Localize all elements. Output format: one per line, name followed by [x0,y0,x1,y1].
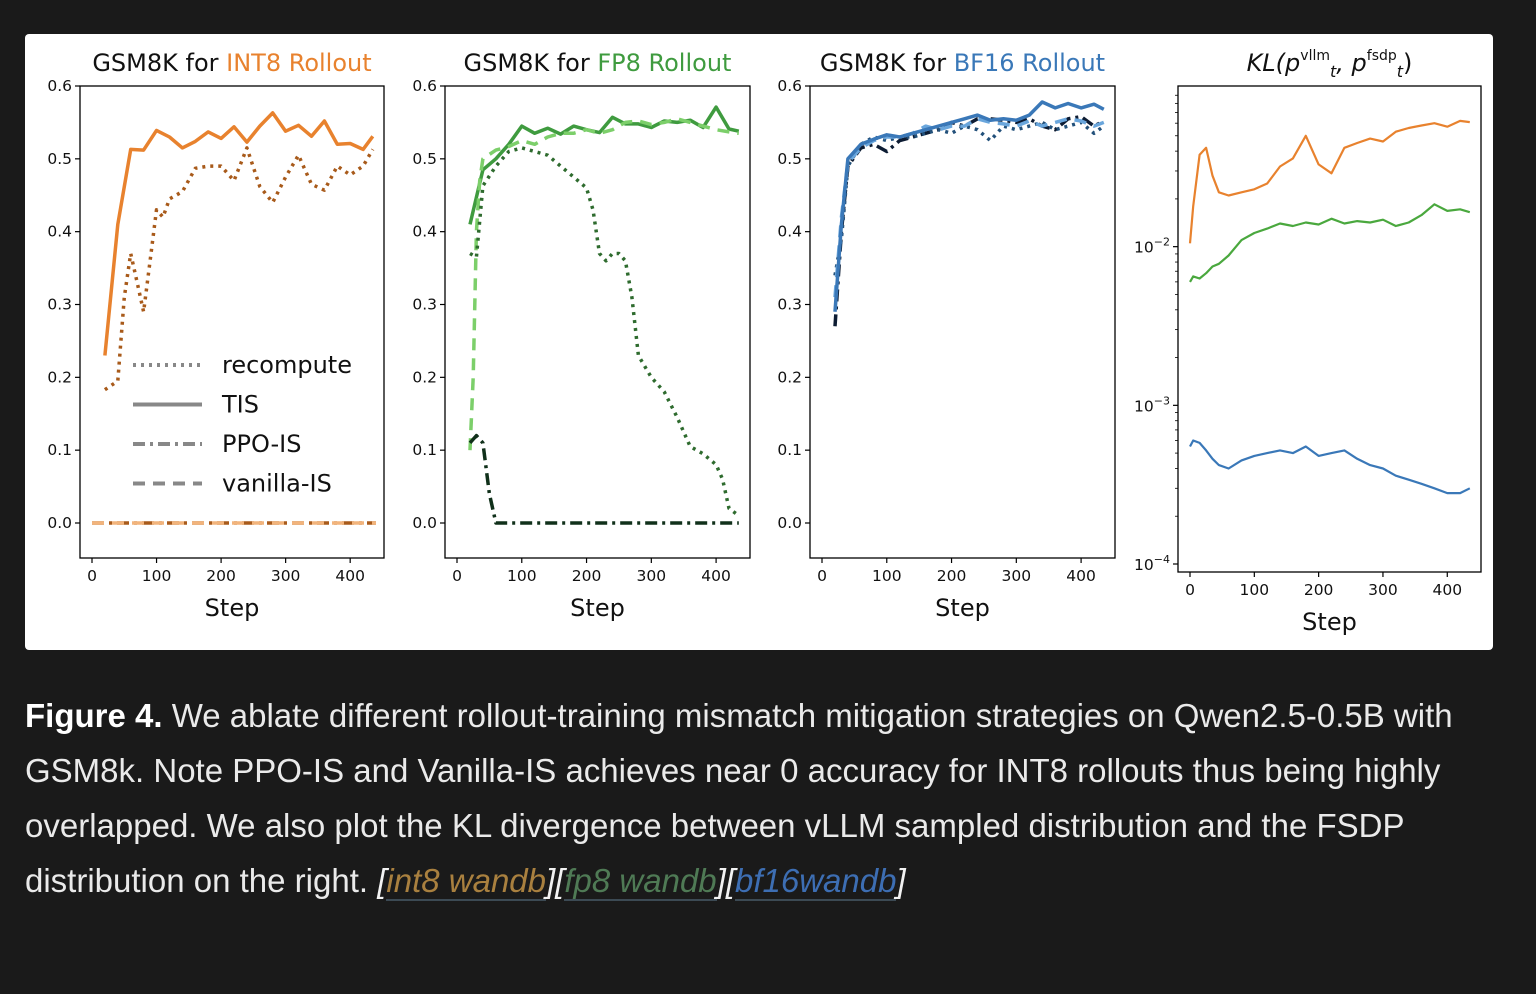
bf16-wandb-link[interactable]: bf16wandb [735,862,897,901]
y-tick-label: 0.4 [47,223,72,241]
y-tick-label: 0.3 [47,296,72,314]
y-tick-label: 0.3 [777,296,802,314]
x-tick-label: 100 [872,567,902,585]
x-tick-label: 200 [572,567,602,585]
figure-caption: Figure 4. We ablate different rollout-tr… [25,688,1485,908]
chart-fp8: 0 100 200 300 400 0.0 0.1 0.2 0.3 0.4 0.5 0.6 Step GS… [412,49,751,622]
series-line-vanilla-is [468,117,740,451]
y-tick-label: 10−3 [1134,394,1170,415]
y-tick-label: 0.3 [412,296,437,314]
x-tick-label: 400 [1066,567,1096,585]
y-tick-label: 0.1 [777,441,802,459]
x-tick-label: 100 [142,567,172,585]
x-tick-label: 300 [1002,567,1032,585]
series-line-recompute [103,146,375,392]
y-tick-label: 0.2 [47,368,72,386]
legend-label: TIS [221,391,259,419]
x-tick-label: 200 [206,567,236,585]
series-line-int8 [1188,119,1470,244]
figure-panel: 0 100 200 300 400 0.0 0.1 0.2 0.3 0.4 0.5 0.6 Step GS… [25,34,1493,650]
x-axis-label: Step [570,594,625,622]
y-tick-label: 0.5 [777,150,802,168]
bracket-between-1: ][ [546,862,565,899]
series-line-fp8 [1189,203,1471,283]
y-tick-label: 0.1 [47,441,72,459]
y-tick-label: 0.0 [777,514,802,532]
x-tick-label: 400 [335,567,365,585]
x-axis-label: Step [1302,608,1357,636]
axes-frame [809,85,1116,559]
series-line-ppo-is [468,433,739,525]
series-line-ppo-is [833,114,1105,327]
legend-label: vanilla-IS [222,470,332,498]
x-tick-label: 100 [507,567,537,585]
y-tick-label: 0.2 [412,368,437,386]
int8-wandb-link[interactable]: int8 wandb [386,862,547,901]
y-tick-label: 0.5 [47,150,72,168]
bracket-open: [ [377,862,387,899]
x-tick-label: 300 [637,567,667,585]
legend-label: recompute [222,351,352,379]
x-axis-label: Step [935,594,990,622]
x-tick-label: 300 [271,567,301,585]
x-tick-label: 0 [817,567,827,585]
chart-title: GSM8K for BF16 Rollout [820,49,1105,77]
series-line-bf16 [1189,439,1471,495]
chart-bf16: 0 100 200 300 400 0.0 0.1 0.2 0.3 0.4 0.5 0.6 Step GS… [777,49,1116,622]
y-tick-label: 0.2 [777,368,802,386]
series-line-tis [833,100,1105,312]
y-tick-label: 0.6 [47,77,72,95]
axes-frame [1177,85,1482,573]
series-line-recompute [833,120,1105,276]
axes-frame [444,85,751,559]
x-tick-label: 0 [452,567,462,585]
series-line-recompute [469,146,740,518]
x-tick-label: 200 [937,567,967,585]
x-tick-label: 0 [87,567,97,585]
axes-frame [79,85,385,559]
series-line-vanilla-is [833,117,1105,298]
x-tick-label: 400 [1432,581,1462,599]
y-tick-label: 10−4 [1134,553,1170,574]
series-line-tis [468,105,740,225]
chart-title: GSM8K for INT8 Rollout [92,49,371,77]
x-tick-label: 400 [701,567,731,585]
caption-text: We ablate different rollout-training mis… [25,697,1453,899]
chart-int8: 0 100 200 300 400 0.0 0.1 0.2 0.3 0.4 0.5 0.6 Step GS… [47,49,385,622]
chart-title: KL(pvllmt, pfsdpt) [1247,48,1413,81]
figure-svg: 0 100 200 300 400 0.0 0.1 0.2 0.3 0.4 0.5 0.6 Step GS… [47,48,1482,636]
y-tick-label: 0.0 [47,514,72,532]
caption-label: Figure 4. [25,697,163,734]
x-tick-label: 0 [1185,581,1195,599]
chart-title: GSM8K for FP8 Rollout [464,49,732,77]
y-tick-label: 10−2 [1134,236,1170,257]
bracket-between-2: ][ [716,862,735,899]
series-line-tis [103,111,375,356]
y-tick-label: 0.5 [412,150,437,168]
y-tick-label: 0.4 [412,223,437,241]
bracket-close: ] [896,862,906,899]
y-tick-label: 0.1 [412,441,437,459]
x-tick-label: 200 [1304,581,1334,599]
x-tick-label: 300 [1368,581,1398,599]
y-tick-label: 0.4 [777,223,802,241]
y-tick-label: 0.6 [412,77,437,95]
chart-kl: 0 100 200 300 400 10−2 10−3 10−4 Step KL(pvllmt, … [1134,48,1482,636]
x-axis-label: Step [205,594,260,622]
legend-label: PPO-IS [222,430,301,458]
y-tick-label: 0.6 [777,77,802,95]
fp8-wandb-link[interactable]: fp8 wandb [564,862,717,901]
y-tick-label: 0.0 [412,514,437,532]
x-tick-label: 100 [1240,581,1270,599]
